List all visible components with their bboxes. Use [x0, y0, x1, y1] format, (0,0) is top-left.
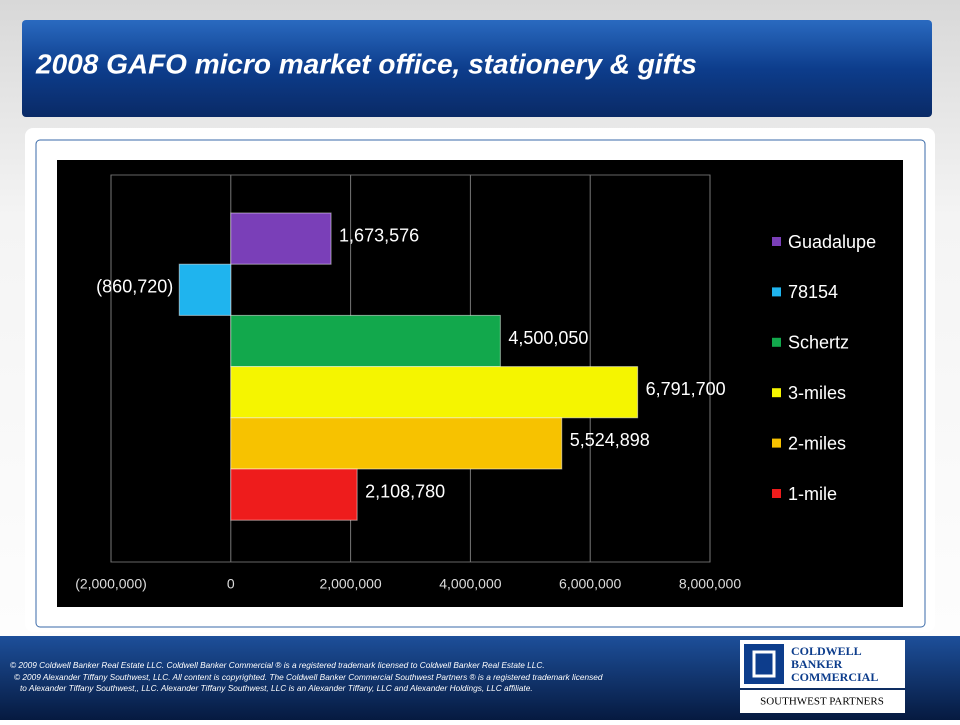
tagline: SOUTHWEST PARTNERS	[760, 696, 884, 708]
bar	[178, 263, 232, 316]
title-banner	[22, 20, 932, 117]
x-tick-label: 6,000,000	[559, 576, 621, 592]
x-tick-label: 4,000,000	[439, 576, 501, 592]
legend-label: 3-miles	[788, 383, 846, 403]
tagline-box	[740, 690, 905, 713]
logo-text: BANKER	[791, 657, 843, 671]
x-tick-label: (2,000,000)	[75, 576, 147, 592]
bar	[230, 366, 639, 419]
footer-text: © 2009 Alexander Tiffany Southwest, LLC.…	[14, 672, 603, 682]
footer-text: © 2009 Coldwell Banker Real Estate LLC. …	[10, 660, 545, 670]
logo-icon	[744, 644, 784, 684]
legend-label: Schertz	[788, 333, 849, 353]
value-label: 5,524,898	[570, 430, 650, 450]
bar	[230, 314, 501, 368]
legend-label: Guadalupe	[788, 232, 876, 252]
footer-text: to Alexander Tiffany Southwest,, LLC. Al…	[20, 683, 533, 693]
value-label: 2,108,780	[365, 481, 445, 501]
x-tick-label: 2,000,000	[319, 576, 381, 592]
x-tick-label: 0	[227, 576, 235, 592]
value-label: 6,791,700	[646, 379, 726, 399]
legend-swatch	[772, 337, 781, 347]
bar	[230, 417, 563, 470]
bar	[230, 468, 358, 521]
logo-icon-mark	[752, 650, 776, 678]
chart-title: 2008 GAFO micro market office, stationer…	[35, 48, 697, 79]
legend-swatch	[772, 489, 781, 498]
legend-swatch	[772, 237, 781, 246]
logo-text: COMMERCIAL	[791, 670, 878, 684]
legend-label: 2-miles	[788, 433, 846, 453]
x-tick-label: 8,000,000	[679, 576, 741, 592]
value-label: 1,673,576	[339, 225, 419, 245]
legend-label: 78154	[788, 282, 838, 302]
legend-swatch	[772, 287, 781, 297]
logo-text: COLDWELL	[791, 644, 862, 658]
content-border	[35, 139, 926, 628]
value-label: 4,500,050	[508, 328, 588, 348]
legend-swatch	[772, 438, 781, 448]
bar	[230, 212, 332, 265]
legend-label: 1-mile	[788, 484, 837, 504]
chart: (2,000,000) 0 2,000,000 4,000,000 6,000,000 8…	[75, 174, 876, 592]
value-label: (860,720)	[96, 277, 173, 297]
legend-swatch	[772, 388, 781, 398]
